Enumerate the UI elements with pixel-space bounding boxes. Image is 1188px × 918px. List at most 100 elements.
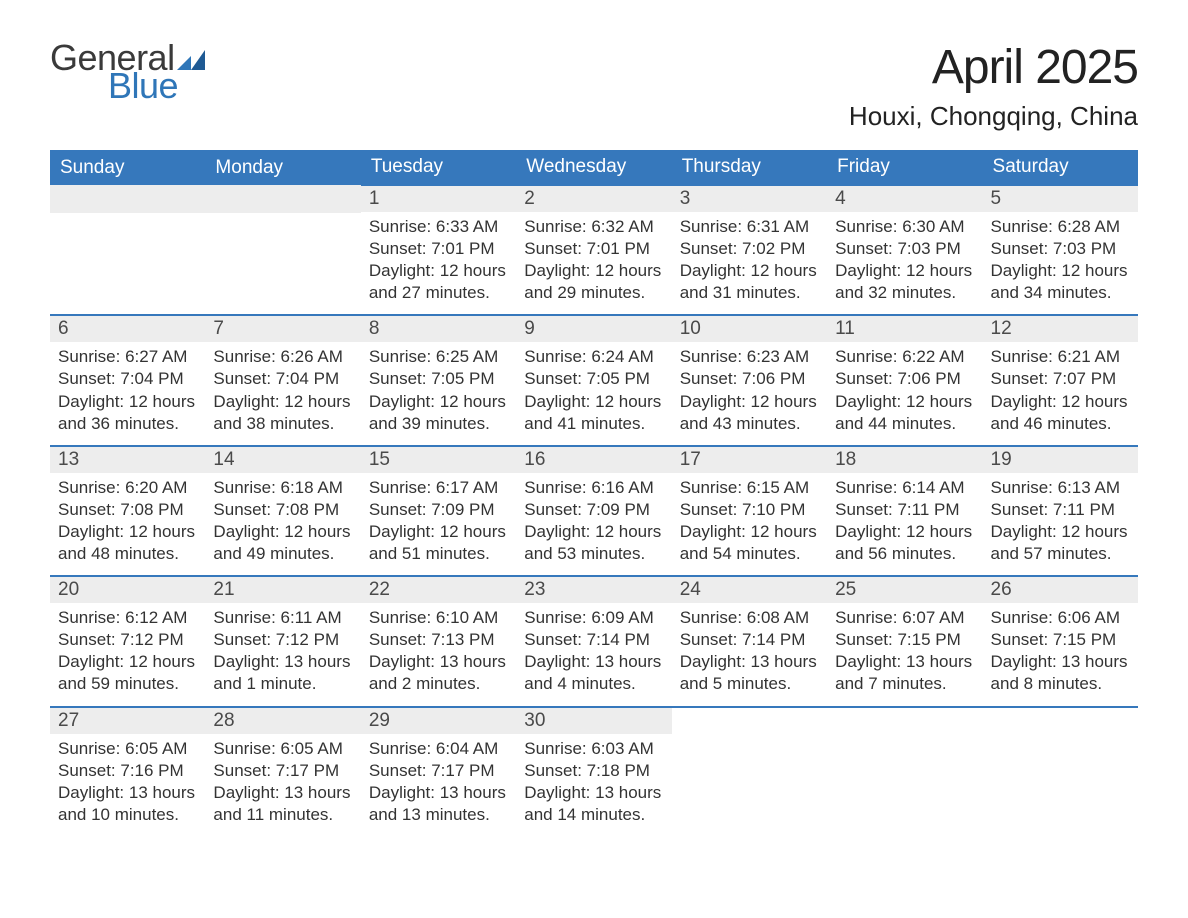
day-details: Sunrise: 6:07 AMSunset: 7:15 PMDaylight:…	[827, 603, 982, 705]
daylight-line: Daylight: 12 hours and 27 minutes.	[369, 260, 508, 304]
sunrise-line: Sunrise: 6:30 AM	[835, 216, 974, 238]
sunrise-line: Sunrise: 6:21 AM	[991, 346, 1130, 368]
calendar-week-row: 13Sunrise: 6:20 AMSunset: 7:08 PMDayligh…	[50, 446, 1138, 576]
day-number: 20	[50, 577, 205, 603]
calendar-day-cell: 1Sunrise: 6:33 AMSunset: 7:01 PMDaylight…	[361, 185, 516, 315]
sunrise-line: Sunrise: 6:05 AM	[58, 738, 197, 760]
sunrise-line: Sunrise: 6:12 AM	[58, 607, 197, 629]
calendar-day-cell: 29Sunrise: 6:04 AMSunset: 7:17 PMDayligh…	[361, 707, 516, 836]
empty-day-bar	[205, 185, 360, 213]
sunset-line: Sunset: 7:15 PM	[991, 629, 1130, 651]
daylight-line: Daylight: 13 hours and 2 minutes.	[369, 651, 508, 695]
day-number: 10	[672, 316, 827, 342]
calendar-day-cell: 3Sunrise: 6:31 AMSunset: 7:02 PMDaylight…	[672, 185, 827, 315]
day-details: Sunrise: 6:15 AMSunset: 7:10 PMDaylight:…	[672, 473, 827, 575]
day-number: 5	[983, 186, 1138, 212]
sunset-line: Sunset: 7:01 PM	[524, 238, 663, 260]
brand-logo: General Blue	[50, 40, 205, 104]
daylight-line: Daylight: 12 hours and 32 minutes.	[835, 260, 974, 304]
sunset-line: Sunset: 7:08 PM	[58, 499, 197, 521]
weekday-header: Saturday	[983, 150, 1138, 185]
calendar-day-cell: 6Sunrise: 6:27 AMSunset: 7:04 PMDaylight…	[50, 315, 205, 445]
calendar-day-cell: 7Sunrise: 6:26 AMSunset: 7:04 PMDaylight…	[205, 315, 360, 445]
calendar-table: SundayMondayTuesdayWednesdayThursdayFrid…	[50, 150, 1138, 836]
day-number: 4	[827, 186, 982, 212]
day-number: 24	[672, 577, 827, 603]
sunrise-line: Sunrise: 6:26 AM	[213, 346, 352, 368]
daylight-line: Daylight: 13 hours and 5 minutes.	[680, 651, 819, 695]
calendar-day-cell: 5Sunrise: 6:28 AMSunset: 7:03 PMDaylight…	[983, 185, 1138, 315]
header: General Blue April 2025 Houxi, Chongqing…	[50, 40, 1138, 132]
calendar-day-cell: 24 Sunrise: 6:08 AMSunset: 7:14 PMDayligh…	[672, 576, 827, 706]
sunset-line: Sunset: 7:11 PM	[991, 499, 1130, 521]
sunset-line: Sunset: 7:01 PM	[369, 238, 508, 260]
day-details: Sunrise: 6:26 AMSunset: 7:04 PMDaylight:…	[205, 342, 360, 444]
day-details: Sunrise: 6:33 AMSunset: 7:01 PMDaylight:…	[361, 212, 516, 314]
sunrise-line: Sunrise: 6:06 AM	[991, 607, 1130, 629]
day-details: Sunrise: 6:23 AMSunset: 7:06 PMDaylight:…	[672, 342, 827, 444]
daylight-line: Daylight: 12 hours and 54 minutes.	[680, 521, 819, 565]
day-details: Sunrise: 6:13 AMSunset: 7:11 PMDaylight:…	[983, 473, 1138, 575]
daylight-line: Daylight: 12 hours and 56 minutes.	[835, 521, 974, 565]
sunrise-line: Sunrise: 6:08 AM	[680, 607, 819, 629]
sunset-line: Sunset: 7:17 PM	[369, 760, 508, 782]
weekday-header: Monday	[205, 150, 360, 185]
daylight-line: Daylight: 13 hours and 11 minutes.	[213, 782, 352, 826]
day-number: 23	[516, 577, 671, 603]
day-details: Sunrise: 6:10 AMSunset: 7:13 PMDaylight:…	[361, 603, 516, 705]
sunset-line: Sunset: 7:16 PM	[58, 760, 197, 782]
daylight-line: Daylight: 12 hours and 44 minutes.	[835, 391, 974, 435]
day-details: Sunrise: 6:12 AMSunset: 7:12 PMDaylight:…	[50, 603, 205, 705]
calendar-day-cell: 21Sunrise: 6:11 AMSunset: 7:12 PMDayligh…	[205, 576, 360, 706]
calendar-day-cell: 15Sunrise: 6:17 AMSunset: 7:09 PMDayligh…	[361, 446, 516, 576]
day-number: 27	[50, 708, 205, 734]
sunset-line: Sunset: 7:14 PM	[680, 629, 819, 651]
sunrise-line: Sunrise: 6:15 AM	[680, 477, 819, 499]
sunset-line: Sunset: 7:12 PM	[213, 629, 352, 651]
day-details: Sunrise: 6:16 AMSunset: 7:09 PMDaylight:…	[516, 473, 671, 575]
calendar-week-row: 27Sunrise: 6:05 AMSunset: 7:16 PMDayligh…	[50, 707, 1138, 836]
sunset-line: Sunset: 7:10 PM	[680, 499, 819, 521]
weekday-header-row: SundayMondayTuesdayWednesdayThursdayFrid…	[50, 150, 1138, 185]
day-number: 18	[827, 447, 982, 473]
sunrise-line: Sunrise: 6:16 AM	[524, 477, 663, 499]
calendar-day-cell: 27 Sunrise: 6:05 AMSunset: 7:16 PMDayligh…	[50, 707, 205, 836]
calendar-day-cell: 18Sunrise: 6:14 AMSunset: 7:11 PMDayligh…	[827, 446, 982, 576]
day-number: 26	[983, 577, 1138, 603]
calendar-day-cell: 20Sunrise: 6:12 AMSunset: 7:12 PMDayligh…	[50, 576, 205, 706]
day-number: 12	[983, 316, 1138, 342]
day-details: Sunrise: 6:28 AMSunset: 7:03 PMDaylight:…	[983, 212, 1138, 314]
calendar-day-cell: 4Sunrise: 6:30 AMSunset: 7:03 PMDaylight…	[827, 185, 982, 315]
day-number: 3	[672, 186, 827, 212]
sunrise-line: Sunrise: 6:18 AM	[213, 477, 352, 499]
daylight-line: Daylight: 12 hours and 43 minutes.	[680, 391, 819, 435]
day-number: 29	[361, 708, 516, 734]
sunset-line: Sunset: 7:09 PM	[369, 499, 508, 521]
sunrise-line: Sunrise: 6:31 AM	[680, 216, 819, 238]
calendar-day-cell: 2Sunrise: 6:32 AMSunset: 7:01 PMDaylight…	[516, 185, 671, 315]
day-details: Sunrise: 6:30 AMSunset: 7:03 PMDaylight:…	[827, 212, 982, 314]
daylight-line: Daylight: 12 hours and 39 minutes.	[369, 391, 508, 435]
day-details: Sunrise: 6:06 AMSunset: 7:15 PMDaylight:…	[983, 603, 1138, 705]
day-details: Sunrise: 6:27 AMSunset: 7:04 PMDaylight:…	[50, 342, 205, 444]
calendar-day-cell: 23Sunrise: 6:09 AMSunset: 7:14 PMDayligh…	[516, 576, 671, 706]
sunset-line: Sunset: 7:02 PM	[680, 238, 819, 260]
calendar-day-cell: 19Sunrise: 6:13 AMSunset: 7:11 PMDayligh…	[983, 446, 1138, 576]
calendar-day-cell: 22Sunrise: 6:10 AMSunset: 7:13 PMDayligh…	[361, 576, 516, 706]
day-number: 11	[827, 316, 982, 342]
daylight-line: Daylight: 13 hours and 13 minutes.	[369, 782, 508, 826]
daylight-line: Daylight: 13 hours and 10 minutes.	[58, 782, 197, 826]
weekday-header: Friday	[827, 150, 982, 185]
sunrise-line: Sunrise: 6:05 AM	[213, 738, 352, 760]
calendar-day-cell: 17Sunrise: 6:15 AMSunset: 7:10 PMDayligh…	[672, 446, 827, 576]
empty-day-bar	[50, 185, 205, 213]
daylight-line: Daylight: 12 hours and 34 minutes.	[991, 260, 1130, 304]
sunrise-line: Sunrise: 6:03 AM	[524, 738, 663, 760]
brand-word-2: Blue	[108, 68, 178, 104]
weekday-header: Sunday	[50, 150, 205, 185]
day-number: 8	[361, 316, 516, 342]
day-number: 2	[516, 186, 671, 212]
calendar-day-cell: 11Sunrise: 6:22 AMSunset: 7:06 PMDayligh…	[827, 315, 982, 445]
sunrise-line: Sunrise: 6:09 AM	[524, 607, 663, 629]
sunrise-line: Sunrise: 6:33 AM	[369, 216, 508, 238]
